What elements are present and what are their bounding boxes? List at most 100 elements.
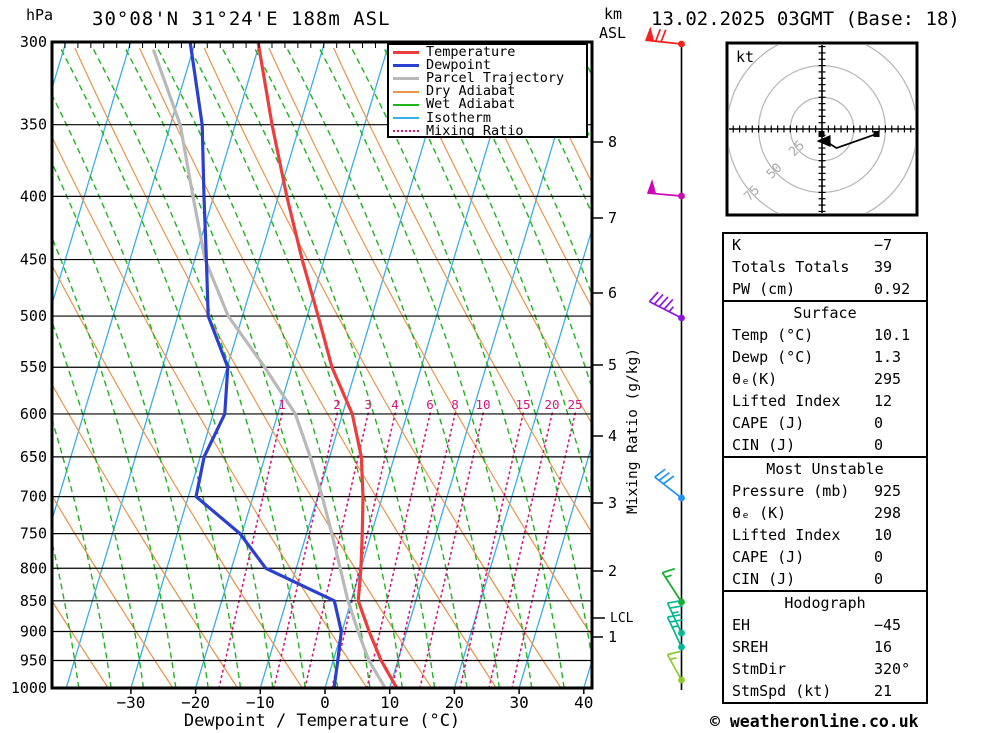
wind-barb-level-dot [678, 598, 685, 606]
copyright-text: © weatheronline.co.uk [710, 712, 919, 731]
stats-table: Surface Temp (°C) 10.1 Dewp (°C) 1.3 θₑ(K) 295… [722, 300, 928, 458]
dry-adiabat-line [397, 47, 591, 423]
pressure-unit-label: hPa [26, 6, 54, 24]
table-row-value: 295 [874, 370, 902, 388]
wet-adiabat-line [934, 48, 1000, 688]
table-row-value: 10.1 [874, 326, 911, 344]
table-row-value: −7 [874, 236, 893, 254]
hodograph-trace-dot [818, 130, 825, 137]
table-row-label: θₑ (K) [732, 504, 787, 522]
mixing-ratio-value-label: 2 [333, 397, 341, 412]
wet-adiabat-line [350, 47, 565, 687]
km-tick-label: 2 [608, 562, 617, 580]
table-row: CIN (J) 0 [724, 568, 926, 590]
km-tick-label: 4 [608, 427, 617, 445]
pressure-tick-label: 750 [20, 525, 47, 543]
isotherm-line [389, 43, 584, 687]
table-row: EH −45 [724, 614, 926, 636]
wet-adiabat-line [966, 48, 1000, 688]
dry-adiabat-line [138, 47, 497, 687]
table-row-value: 0 [874, 436, 884, 454]
table-header: Surface [793, 304, 857, 322]
isotherm-line [518, 447, 591, 687]
wind-barb [661, 567, 685, 606]
dry-adiabat-line [916, 48, 1000, 688]
table-row-value: 21 [874, 682, 893, 700]
table-row: CIN (J) 0 [724, 434, 926, 456]
table-row-value: 0 [874, 414, 884, 432]
table-row-value: 0 [874, 548, 884, 566]
dewpoint-line-swatch [393, 64, 419, 68]
hodograph-arrow-head [816, 135, 831, 148]
x-axis-tick-label: −20 [181, 693, 210, 712]
km-tick-label: 3 [608, 494, 617, 512]
isotherm-line [65, 43, 261, 687]
wind-barb-level-dot [678, 314, 685, 322]
km-tick-label: 8 [608, 133, 617, 151]
mixing-ratio-value-label: 10 [475, 397, 490, 412]
dry-adiabat-line [203, 47, 561, 687]
hodograph-unit-label: kt [736, 48, 755, 66]
table-row: Lifted Index 10 [724, 524, 926, 546]
dry-adiabat-line [74, 47, 432, 687]
wind-barb [666, 650, 685, 684]
table-row: Temp (°C) 10.1 [724, 324, 926, 346]
table-row: Totals Totals 39 [724, 256, 926, 278]
mixing-ratio-value-label: 4 [391, 397, 399, 412]
table-row-label: Lifted Index [732, 392, 841, 410]
isotherm-line [195, 43, 390, 687]
table-row: Dewp (°C) 1.3 [724, 346, 926, 368]
mixing-ratio-value-label: 15 [515, 397, 530, 412]
x-axis-title: Dewpoint / Temperature (°C) [183, 711, 461, 731]
wet-adiabat-line [480, 47, 591, 293]
x-axis-tick-label: 40 [574, 693, 593, 712]
km-tick-label: 5 [608, 356, 617, 374]
wind-barb-level-dot [678, 494, 685, 502]
x-axis-tick-label: 30 [509, 693, 528, 712]
table-row-value: 925 [874, 482, 902, 500]
stats-table: Most Unstable Pressure (mb) 925 θₑ (K) 298 Li… [722, 456, 928, 592]
table-row-value: 16 [874, 638, 893, 656]
dry-adiabat-line [268, 47, 591, 635]
pressure-tick-label: 350 [20, 116, 47, 134]
table-row-label: StmSpd (kt) [732, 682, 832, 700]
isotherm-line [53, 43, 131, 302]
pressure-tick-label: 800 [20, 559, 47, 577]
wind-barb [666, 599, 685, 637]
pressure-tick-label: 1000 [11, 679, 47, 697]
table-row-value: 10 [874, 526, 893, 544]
mixing-ratio-line-swatch [393, 130, 419, 133]
wind-barb [654, 468, 685, 502]
isotherm-line [0, 42, 1, 688]
pressure-tick-label: 550 [20, 358, 47, 376]
wind-barb [648, 291, 685, 322]
mixing-ratio-axis-label: Mixing Ratio (g/kg) [625, 348, 641, 514]
wet-adiabat-line [53, 96, 242, 687]
x-axis-tick-label: −30 [116, 693, 145, 712]
wind-barb-level-dot [678, 676, 685, 684]
pressure-tick-label: 900 [20, 622, 47, 640]
pressure-tick-label: 400 [20, 187, 47, 205]
table-row: Pressure (mb) 925 [724, 480, 926, 502]
stats-table: Hodograph EH −45 SREH 16 StmDir 320° StmSpd (kt… [722, 590, 928, 704]
pressure-tick-label: 500 [20, 307, 47, 325]
dry-adiabat-line-swatch [393, 90, 419, 93]
table-row: SREH 16 [724, 636, 926, 658]
dry-adiabat-line [53, 267, 303, 687]
dry-adiabat-line [333, 47, 591, 532]
table-row: StmDir 320° [724, 658, 926, 680]
pressure-tick-label: 600 [20, 405, 47, 423]
legend-label: Wet Adiabat [426, 96, 516, 113]
table-row: PW (cm) 0.92 [724, 278, 926, 300]
mixing-ratio-value-label: 3 [364, 397, 372, 412]
pressure-tick-label: 850 [20, 592, 47, 610]
station-title: 30°08'N 31°24'E 188m ASL [92, 8, 391, 30]
isotherm-line [260, 43, 455, 687]
mixing-ratio-value-label: 20 [544, 397, 559, 412]
wet-adiabat-line [512, 47, 591, 213]
table-row: CAPE (J) 0 [724, 546, 926, 568]
table-row-label: StmDir [732, 660, 787, 678]
dry-adiabat-line [53, 497, 173, 687]
